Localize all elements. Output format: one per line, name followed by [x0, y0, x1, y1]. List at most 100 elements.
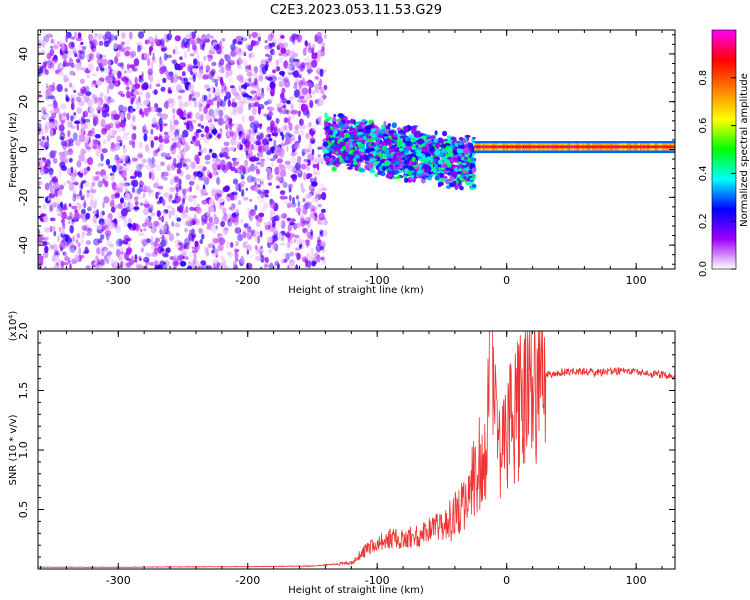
heatmap-cell	[235, 35, 242, 42]
heatmap-cell	[72, 235, 75, 243]
heatmap-cell	[358, 134, 364, 139]
heatmap-cell	[260, 266, 263, 269]
heatmap-cell	[50, 38, 54, 44]
heatmap-cell	[141, 223, 148, 228]
heatmap-cell	[282, 104, 285, 109]
heatmap-cell	[106, 134, 111, 142]
heatmap-cell	[46, 85, 53, 92]
heatmap-cell	[256, 85, 261, 94]
heatmap-cell	[184, 220, 189, 226]
y-tick-label: 0	[17, 146, 30, 153]
heatmap-cell	[574, 145, 577, 149]
heatmap-cell	[369, 131, 374, 137]
heatmap-cell	[284, 110, 291, 114]
heatmap-cell	[445, 185, 452, 189]
heatmap-cell	[317, 54, 321, 60]
heatmap-cell	[216, 261, 220, 269]
heatmap-cell	[276, 158, 283, 164]
heatmap-cell	[95, 51, 101, 59]
x-tick-label: 100	[626, 574, 647, 587]
heatmap-cell	[288, 194, 292, 202]
heatmap-cell	[128, 203, 134, 211]
heatmap-cell	[213, 248, 219, 254]
heatmap-cell	[169, 104, 173, 108]
heatmap-cell	[44, 89, 50, 97]
heatmap-cell	[241, 132, 246, 140]
heatmap-cell	[269, 200, 276, 209]
heatmap-cell	[279, 110, 282, 115]
heatmap-cell	[80, 41, 84, 46]
heatmap-cell	[287, 240, 291, 249]
heatmap-cell	[284, 124, 288, 131]
heatmap-cell	[222, 215, 228, 223]
heatmap-cell	[282, 77, 289, 83]
heatmap-cell	[629, 145, 632, 149]
heatmap-cell	[52, 82, 56, 90]
heatmap-cell	[211, 61, 217, 67]
heatmap-cell	[155, 124, 159, 130]
heatmap-cell	[464, 156, 468, 160]
heatmap-cell	[305, 201, 313, 207]
heatmap-cell	[108, 222, 116, 230]
heatmap-cell	[136, 163, 143, 172]
heatmap-cell	[205, 265, 213, 269]
heatmap-cell	[174, 46, 178, 53]
heatmap-cell	[254, 94, 258, 100]
heatmap-cell	[374, 155, 380, 160]
heatmap-cell	[42, 157, 46, 161]
heatmap-cell	[395, 147, 399, 152]
heatmap-cell	[125, 237, 132, 242]
heatmap-cell	[186, 187, 190, 192]
heatmap-cell	[276, 185, 280, 189]
heatmap-cell	[232, 178, 239, 185]
heatmap-y-label: Frequency (Hz)	[8, 112, 19, 188]
heatmap-cell	[428, 144, 432, 147]
heatmap-cell	[168, 233, 175, 242]
heatmap-cell	[256, 82, 259, 90]
heatmap-cell	[107, 98, 114, 103]
heatmap-cell	[603, 145, 606, 149]
heatmap-cell	[134, 170, 138, 178]
heatmap-cell	[95, 164, 102, 168]
heatmap-cell	[61, 222, 66, 226]
heatmap-cell	[49, 118, 52, 123]
heatmap-cell	[250, 89, 256, 96]
heatmap-cell	[73, 245, 77, 251]
heatmap-cell	[257, 195, 260, 200]
heatmap-cell	[126, 39, 131, 46]
heatmap-cell	[293, 84, 298, 90]
heatmap-cell	[38, 180, 41, 189]
heatmap-cell	[52, 157, 58, 164]
heatmap-cell	[219, 100, 226, 107]
heatmap-cell	[249, 121, 256, 129]
heatmap-cell	[401, 130, 407, 135]
heatmap-cell	[333, 129, 338, 135]
heatmap-cell	[450, 170, 458, 177]
heatmap-cell	[190, 162, 195, 167]
heatmap-cell	[96, 247, 101, 255]
heatmap-cell	[345, 143, 351, 150]
heatmap-cell	[458, 145, 465, 149]
heatmap-cell	[258, 73, 264, 81]
y-tick-label: 20	[17, 95, 30, 109]
heatmap-cell	[200, 64, 204, 70]
heatmap-cell	[425, 134, 431, 137]
heatmap-cell	[219, 58, 225, 66]
heatmap-cell	[662, 145, 665, 149]
heatmap-cell	[332, 117, 337, 122]
heatmap-cell	[151, 191, 155, 197]
heatmap-cell	[350, 118, 354, 125]
heatmap-cell	[300, 204, 307, 211]
heatmap-cell	[505, 145, 508, 149]
heatmap-cell	[478, 145, 481, 149]
heatmap-cell	[150, 106, 155, 113]
heatmap-cell	[293, 238, 297, 243]
heatmap-cell	[164, 135, 170, 139]
heatmap-cell	[200, 133, 205, 138]
heatmap-cell	[139, 179, 143, 184]
heatmap-cell	[268, 137, 273, 142]
heatmap-cell	[356, 158, 360, 163]
heatmap-cell	[150, 128, 154, 135]
heatmap-cell	[218, 237, 226, 245]
